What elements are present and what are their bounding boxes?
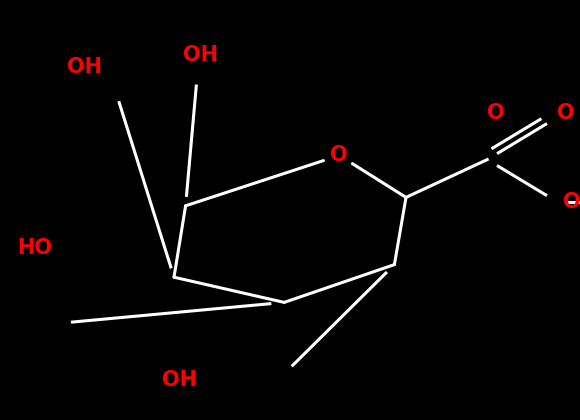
Text: OH: OH xyxy=(183,45,218,65)
Text: OH: OH xyxy=(67,57,102,77)
Text: OH: OH xyxy=(563,192,580,212)
Text: O: O xyxy=(331,145,348,165)
Text: HO: HO xyxy=(17,238,52,258)
Text: O: O xyxy=(487,103,505,123)
Text: O: O xyxy=(557,103,574,123)
Text: OH: OH xyxy=(162,370,197,390)
